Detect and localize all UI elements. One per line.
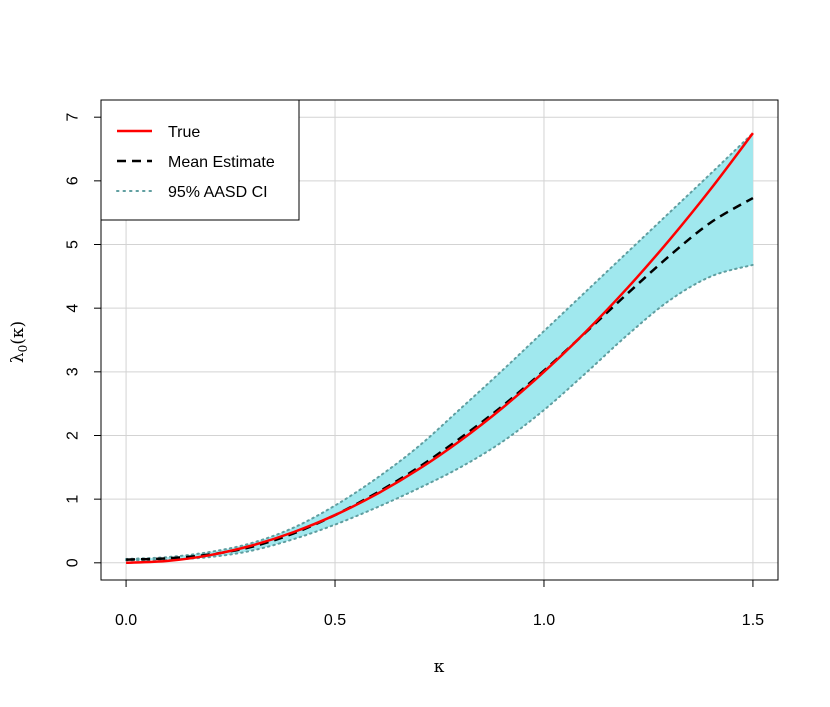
y-axis-title-arg: (κ) (8, 321, 28, 345)
ci-lower-line (125, 263, 754, 562)
series-line-mean-estimate (126, 196, 754, 561)
y-axis-title-sub: 0 (16, 345, 30, 353)
y-tick-label-6: 6 (65, 176, 82, 185)
ci-upper-line (125, 132, 754, 560)
x-tick-label-3: 1.5 (742, 612, 764, 629)
x-tick-label-0: 0.0 (115, 612, 137, 629)
x-axis-title: κ (434, 657, 445, 677)
x-tick-label-1: 0.5 (324, 612, 346, 629)
y-tick-label-4: 4 (65, 304, 82, 313)
x-tick-label-2: 1.0 (533, 612, 555, 629)
y-tick-label-5: 5 (65, 240, 82, 249)
ci-band (126, 133, 753, 561)
legend-95-aasd-ci-label: 95% AASD CI (168, 184, 268, 201)
series-line-true (126, 132, 754, 565)
ci-band-fill (126, 133, 753, 561)
y-axis-title-main: λ (8, 352, 28, 363)
legend-true-label: True (168, 124, 200, 141)
y-tick-label-1: 1 (65, 495, 82, 504)
y-tick-label-3: 3 (65, 367, 82, 376)
y-tick-label-7: 7 (65, 113, 82, 122)
y-axis-title: λ0(κ) (8, 321, 30, 363)
y-tick-label-2: 2 (65, 431, 82, 440)
y-tick-label-0: 0 (65, 558, 82, 567)
axes: 0.0 0.5 1.0 1.5 0 1 2 3 4 5 6 7 (65, 113, 765, 629)
series-lines (125, 132, 754, 565)
legend: True Mean Estimate 95% AASD CI (100, 99, 300, 221)
legend-mean-estimate-label: Mean Estimate (168, 154, 275, 171)
